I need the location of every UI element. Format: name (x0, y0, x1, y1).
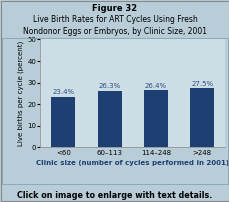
Bar (97, 91, 121, 147)
Text: Click on image to enlarge with text details.: Click on image to enlarge with text deta… (17, 191, 212, 200)
Text: 27.5%: 27.5% (190, 81, 212, 86)
Bar (51, 97, 75, 147)
Text: 26.4%: 26.4% (144, 83, 166, 89)
X-axis label: Clinic size (number of cycles performed in 2001): Clinic size (number of cycles performed … (36, 160, 228, 166)
Y-axis label: Live births per cycle (percent): Live births per cycle (percent) (18, 41, 24, 146)
Text: 26.3%: 26.3% (98, 83, 120, 89)
Bar (189, 88, 213, 147)
Text: Live Birth Rates for ART Cycles Using Fresh: Live Birth Rates for ART Cycles Using Fr… (33, 16, 196, 24)
Bar (143, 90, 167, 147)
Text: Nondonor Eggs or Embryos, by Clinic Size, 2001: Nondonor Eggs or Embryos, by Clinic Size… (23, 27, 206, 36)
Text: Figure 32: Figure 32 (92, 4, 137, 13)
Text: 23.4%: 23.4% (52, 89, 74, 95)
